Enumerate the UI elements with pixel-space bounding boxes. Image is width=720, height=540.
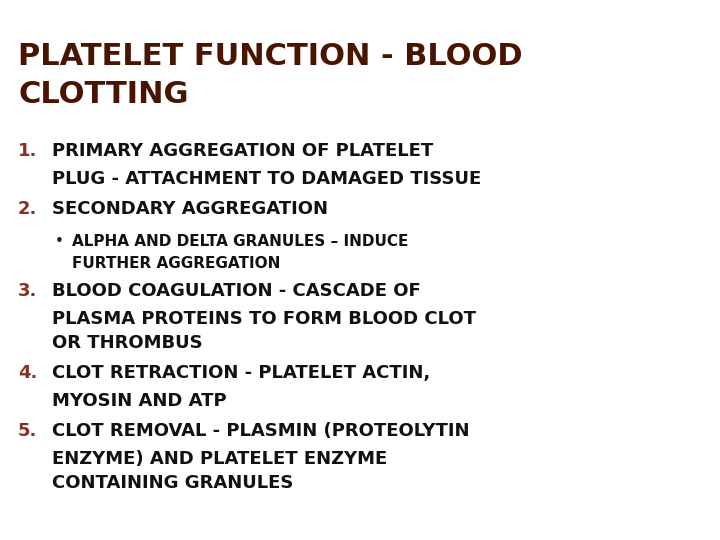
Text: ALPHA AND DELTA GRANULES – INDUCE: ALPHA AND DELTA GRANULES – INDUCE bbox=[72, 234, 408, 249]
Text: FURTHER AGGREGATION: FURTHER AGGREGATION bbox=[72, 256, 280, 271]
Text: OR THROMBUS: OR THROMBUS bbox=[52, 334, 202, 352]
Text: 2.: 2. bbox=[18, 200, 37, 218]
Text: •: • bbox=[55, 234, 64, 249]
Text: PLASMA PROTEINS TO FORM BLOOD CLOT: PLASMA PROTEINS TO FORM BLOOD CLOT bbox=[52, 310, 476, 328]
Text: BLOOD COAGULATION - CASCADE OF: BLOOD COAGULATION - CASCADE OF bbox=[52, 282, 420, 300]
Text: ENZYME) AND PLATELET ENZYME: ENZYME) AND PLATELET ENZYME bbox=[52, 450, 387, 468]
Text: CLOTTING: CLOTTING bbox=[18, 80, 189, 109]
Text: 4.: 4. bbox=[18, 364, 37, 382]
Text: CLOT REMOVAL - PLASMIN (PROTEOLYTIN: CLOT REMOVAL - PLASMIN (PROTEOLYTIN bbox=[52, 422, 469, 440]
Text: 3.: 3. bbox=[18, 282, 37, 300]
Text: CONTAINING GRANULES: CONTAINING GRANULES bbox=[52, 474, 293, 492]
Text: 5.: 5. bbox=[18, 422, 37, 440]
Text: SECONDARY AGGREGATION: SECONDARY AGGREGATION bbox=[52, 200, 328, 218]
Text: 1.: 1. bbox=[18, 142, 37, 160]
Text: PRIMARY AGGREGATION OF PLATELET: PRIMARY AGGREGATION OF PLATELET bbox=[52, 142, 433, 160]
Text: MYOSIN AND ATP: MYOSIN AND ATP bbox=[52, 392, 227, 410]
Text: PLATELET FUNCTION - BLOOD: PLATELET FUNCTION - BLOOD bbox=[18, 42, 523, 71]
Text: PLUG - ATTACHMENT TO DAMAGED TISSUE: PLUG - ATTACHMENT TO DAMAGED TISSUE bbox=[52, 170, 481, 188]
Text: CLOT RETRACTION - PLATELET ACTIN,: CLOT RETRACTION - PLATELET ACTIN, bbox=[52, 364, 431, 382]
